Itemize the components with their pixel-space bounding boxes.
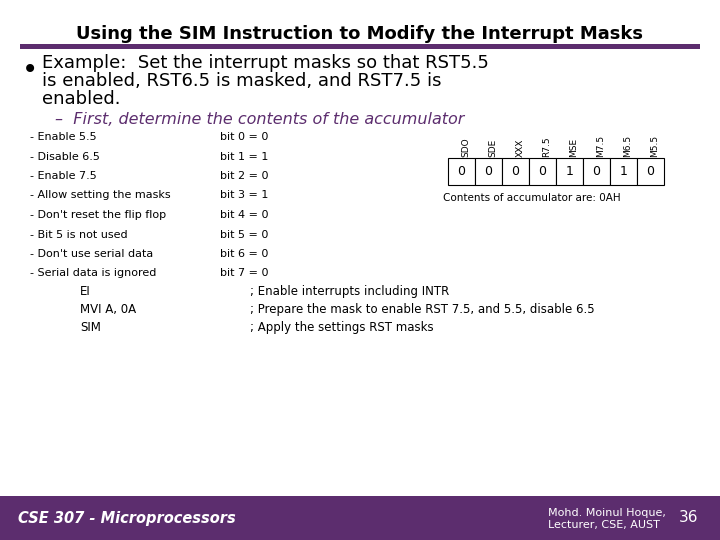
Text: 36: 36 bbox=[678, 510, 698, 525]
Text: 0: 0 bbox=[511, 165, 520, 178]
Text: 0: 0 bbox=[539, 165, 546, 178]
Bar bbox=[583, 158, 610, 185]
Text: M5.5: M5.5 bbox=[650, 135, 660, 157]
Text: SDE: SDE bbox=[488, 139, 498, 157]
Text: enabled.: enabled. bbox=[42, 90, 120, 108]
Text: 0: 0 bbox=[593, 165, 600, 178]
Text: bit 3 = 1: bit 3 = 1 bbox=[220, 191, 269, 200]
Text: bit 6 = 0: bit 6 = 0 bbox=[220, 249, 269, 259]
Text: M7.5: M7.5 bbox=[596, 135, 606, 157]
Text: 0: 0 bbox=[457, 165, 466, 178]
Text: Contents of accumulator are: 0AH: Contents of accumulator are: 0AH bbox=[443, 193, 621, 203]
Bar bbox=[475, 158, 502, 185]
Text: 1: 1 bbox=[620, 165, 627, 178]
Text: - Enable 7.5: - Enable 7.5 bbox=[30, 171, 96, 181]
Text: ; Apply the settings RST masks: ; Apply the settings RST masks bbox=[250, 321, 433, 334]
Bar bbox=[20, 44, 700, 49]
Text: –  First, determine the contents of the accumulator: – First, determine the contents of the a… bbox=[55, 112, 464, 127]
Text: Example:  Set the interrupt masks so that RST5.5: Example: Set the interrupt masks so that… bbox=[42, 54, 489, 72]
Text: R7.5: R7.5 bbox=[542, 137, 552, 157]
Text: - Don't reset the flip flop: - Don't reset the flip flop bbox=[30, 210, 166, 220]
Text: SDO: SDO bbox=[462, 137, 470, 157]
Text: 0: 0 bbox=[485, 165, 492, 178]
Text: - Bit 5 is not used: - Bit 5 is not used bbox=[30, 230, 127, 240]
Text: CSE 307 - Microprocessors: CSE 307 - Microprocessors bbox=[18, 510, 235, 525]
Text: Lecturer, CSE, AUST: Lecturer, CSE, AUST bbox=[548, 520, 660, 530]
Text: SIM: SIM bbox=[80, 321, 101, 334]
Bar bbox=[610, 158, 637, 185]
Text: EI: EI bbox=[80, 285, 91, 298]
Text: - Disable 6.5: - Disable 6.5 bbox=[30, 152, 100, 161]
Text: bit 2 = 0: bit 2 = 0 bbox=[220, 171, 269, 181]
Text: - Don't use serial data: - Don't use serial data bbox=[30, 249, 153, 259]
Text: XXX: XXX bbox=[516, 139, 524, 157]
Text: Using the SIM Instruction to Modify the Interrupt Masks: Using the SIM Instruction to Modify the … bbox=[76, 25, 644, 43]
Text: - Allow setting the masks: - Allow setting the masks bbox=[30, 191, 171, 200]
Bar bbox=[556, 158, 583, 185]
Text: 0: 0 bbox=[647, 165, 654, 178]
Bar bbox=[448, 158, 475, 185]
Text: bit 7 = 0: bit 7 = 0 bbox=[220, 268, 269, 279]
Text: - Serial data is ignored: - Serial data is ignored bbox=[30, 268, 156, 279]
Text: bit 4 = 0: bit 4 = 0 bbox=[220, 210, 269, 220]
Text: - Enable 5.5: - Enable 5.5 bbox=[30, 132, 96, 142]
Text: ; Prepare the mask to enable RST 7.5, and 5.5, disable 6.5: ; Prepare the mask to enable RST 7.5, an… bbox=[250, 303, 595, 316]
Bar bbox=[0, 496, 720, 540]
Bar bbox=[529, 158, 556, 185]
Text: Mohd. Moinul Hoque,: Mohd. Moinul Hoque, bbox=[548, 508, 666, 518]
Text: bit 1 = 1: bit 1 = 1 bbox=[220, 152, 269, 161]
Bar bbox=[502, 158, 529, 185]
Text: bit 0 = 0: bit 0 = 0 bbox=[220, 132, 269, 142]
Text: is enabled, RST6.5 is masked, and RST7.5 is: is enabled, RST6.5 is masked, and RST7.5… bbox=[42, 72, 441, 90]
Text: MSE: MSE bbox=[570, 138, 578, 157]
Bar bbox=[637, 158, 664, 185]
Text: ; Enable interrupts including INTR: ; Enable interrupts including INTR bbox=[250, 285, 449, 298]
Text: MVI A, 0A: MVI A, 0A bbox=[80, 303, 136, 316]
Text: M6.5: M6.5 bbox=[624, 135, 632, 157]
Text: •: • bbox=[22, 56, 38, 84]
Text: 1: 1 bbox=[566, 165, 573, 178]
Text: bit 5 = 0: bit 5 = 0 bbox=[220, 230, 269, 240]
